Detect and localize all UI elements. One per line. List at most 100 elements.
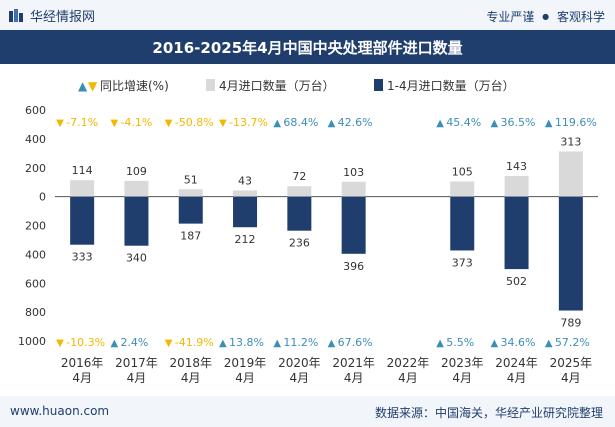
growth-label-april: -13.7% [229,116,268,129]
y-tick-label: 200 [25,162,46,175]
data-label-april: 109 [126,165,147,178]
growth-marker-april: ▲ [545,118,553,129]
y-tick-label: 200 [25,220,46,233]
growth-label-cumulative: 13.8% [229,336,264,349]
bar-cumulative [504,196,529,270]
data-label-april: 114 [72,164,93,177]
data-label-april: 105 [452,165,473,178]
bar-cumulative [341,196,366,254]
x-tick-label: 2017年 [115,356,158,370]
x-tick-label: 4月 [72,371,92,385]
x-tick-label: 2018年 [169,356,212,370]
x-tick-label: 4月 [507,371,527,385]
growth-label-april: 36.5% [501,116,536,129]
website: www.huaon.com [10,404,110,418]
x-tick-label: 4月 [344,371,364,385]
growth-marker-april: ▲ [436,118,444,129]
bar-cumulative [233,196,258,228]
x-tick-label: 4月 [398,371,418,385]
growth-marker-april: ▲ [273,118,281,129]
bar-april [124,180,149,197]
growth-label-cumulative: -10.3% [66,336,105,349]
bar-cumulative [558,196,583,311]
growth-marker-april: ▲ [491,118,499,129]
brand-name: 华经情报网 [30,10,96,25]
bar-cumulative [70,196,95,245]
data-label-april: 51 [184,173,198,186]
data-label-cumulative: 187 [180,230,201,243]
growth-label-april: 45.4% [446,116,481,129]
x-tick-label: 2016年 [61,356,104,370]
growth-marker-cumulative: ▲ [436,338,444,349]
growth-label-april: 119.6% [555,116,597,129]
data-label-cumulative: 373 [452,256,473,269]
bar-cumulative [124,196,149,246]
growth-label-april: 42.6% [338,116,373,129]
growth-label-april: -50.8% [175,116,214,129]
bar-april [558,151,583,197]
bar-cumulative [178,196,203,224]
bar-cumulative [450,196,475,251]
x-tick-label: 2025年 [550,356,593,370]
legend-cumulative-label: 1-4月进口数量（万台） [387,78,515,93]
bar-april [178,189,203,197]
growth-marker-april: ▼ [219,118,227,129]
x-tick-label: 2022年 [387,356,430,370]
growth-marker-cumulative: ▲ [219,338,227,349]
bar-april [70,180,95,197]
data-label-cumulative: 340 [126,252,147,265]
brand: 华经情报网 [8,6,95,25]
growth-marker-cumulative: ▼ [56,338,64,349]
growth-marker-cumulative: ▲ [110,338,118,349]
bar-april [450,181,475,197]
chart: ▲ ▼ 同比增速(%) 4月进口数量（万台） 1-4月进口数量（万台）600400200… [18,78,598,385]
y-tick-label: 600 [25,104,46,117]
growth-label-cumulative: 2.4% [120,336,148,349]
bar-april [233,190,258,197]
slogan-left: 专业严谨 [486,10,535,24]
bar-cumulative [287,196,312,231]
x-tick-label: 2023年 [441,356,484,370]
growth-marker-april: ▼ [110,118,118,129]
growth-label-cumulative: 57.2% [555,336,590,349]
y-tick-label: 400 [25,248,46,261]
brand-logo-icon [9,8,23,22]
growth-label-cumulative: 34.6% [501,336,536,349]
data-source: 数据来源：中国海关，华经产业研究院整理 [374,406,603,420]
legend-cumulative-swatch [374,79,383,91]
slogan-separator: ● [542,12,550,21]
y-tick-label: 0 [39,191,46,204]
growth-label-cumulative: 11.2% [283,336,318,349]
legend-growth-label: 同比增速(%) [100,79,169,93]
growth-label-cumulative: 67.6% [338,336,373,349]
y-tick-label: 1000 [18,335,46,348]
bar-april [341,181,366,197]
data-label-cumulative: 236 [289,237,310,250]
growth-marker-april: ▲ [328,118,336,129]
data-label-cumulative: 212 [235,233,256,246]
growth-marker-april: ▼ [165,118,173,129]
growth-marker-cumulative: ▲ [545,338,553,349]
data-label-cumulative: 333 [72,251,93,264]
x-tick-label: 2019年 [224,356,267,370]
slogan-right: 客观科学 [556,10,605,24]
growth-label-cumulative: 5.5% [446,336,474,349]
growth-marker-cumulative: ▲ [273,338,281,349]
x-tick-label: 4月 [290,371,310,385]
y-tick-label: 400 [25,133,46,146]
legend-april-label: 4月进口数量（万台） [219,78,335,93]
growth-label-cumulative: -41.9% [175,336,214,349]
growth-marker-cumulative: ▼ [165,338,173,349]
data-label-cumulative: 789 [560,317,581,330]
top-bar: 华经情报网 专业严谨 ● 客观科学 [0,0,615,30]
growth-marker-cumulative: ▲ [491,338,499,349]
x-tick-label: 4月 [235,371,255,385]
legend-april-swatch [206,79,215,91]
data-label-april: 313 [560,135,581,148]
data-label-april: 103 [343,166,364,179]
growth-marker-cumulative: ▲ [328,338,336,349]
x-tick-label: 2020年 [278,356,321,370]
x-tick-label: 4月 [561,371,581,385]
x-tick-label: 2024年 [495,356,538,370]
legend-down-marker: ▼ [88,79,98,93]
